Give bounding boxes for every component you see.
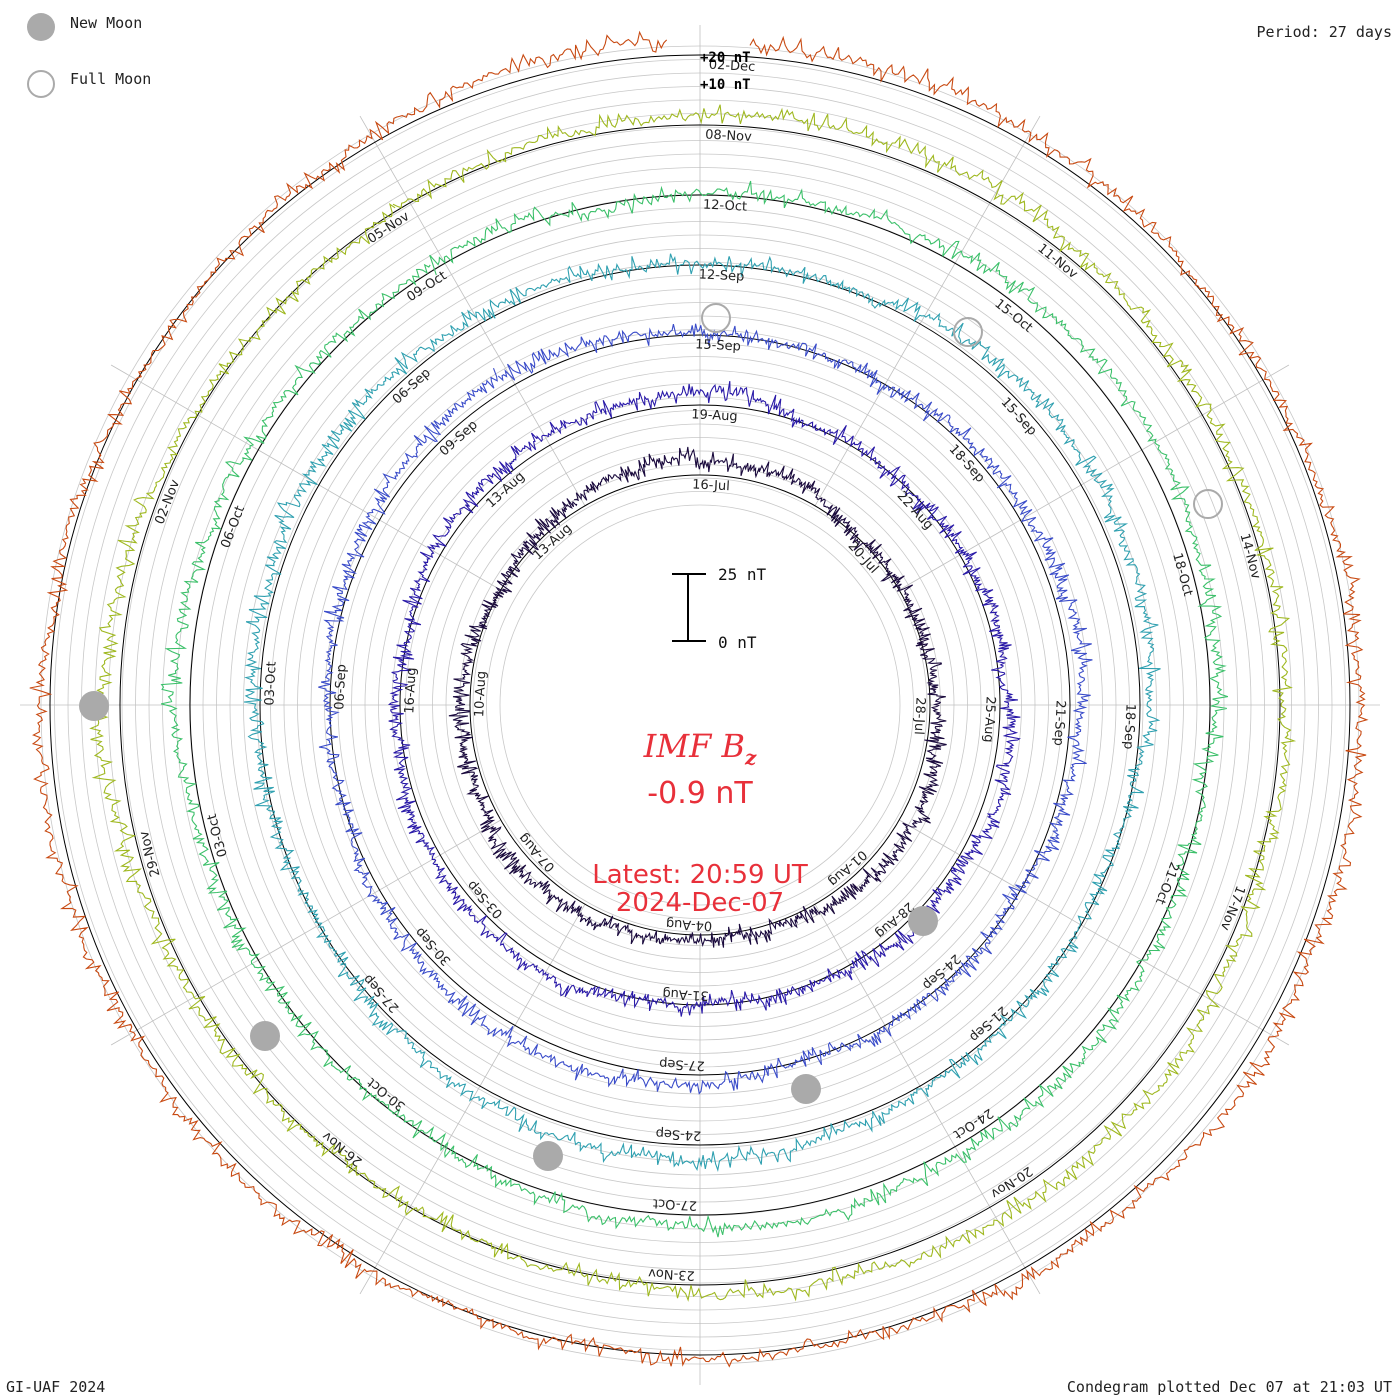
chart-title-sub: z [744,745,757,770]
new-moon-marker-icon [79,691,109,721]
new-moon-marker-icon [791,1074,821,1104]
date-label: 27-Oct [653,1195,698,1212]
scale-bar-bottom-label: 0 nT [718,633,757,652]
grid-ring [486,491,914,919]
series-baseline [49,54,1351,1356]
scale-bar-top-label: 25 nT [718,565,767,584]
date-label: 03-Oct [205,812,231,858]
grid-ring [499,504,901,906]
grid-spoke [110,819,502,1046]
current-value: -0.9 nT [647,776,753,811]
date-label: 18-Oct [1169,551,1195,597]
moon-marker-layer [79,303,1223,1171]
new-moon-marker-icon [533,1141,563,1171]
grid-spoke [898,819,1290,1046]
series-line-2 [387,381,1021,1017]
series-line-5 [160,180,1229,1238]
series-layer [29,30,1369,1368]
date-label: 20-Jul [845,539,881,577]
new-moon-swatch-icon [27,13,55,41]
offset-label-20: +20 nT [700,50,751,66]
date-label: 19-Aug [691,407,738,424]
date-label: 06-Sep [332,664,349,710]
date-label: 10-Aug [472,671,489,718]
date-label: 05-Nov [365,209,412,247]
date-label: 27-Sep [659,1055,705,1072]
date-label: 31-Aug [662,985,709,1002]
series-line-4 [243,253,1161,1172]
full-moon-swatch-icon [27,70,55,98]
date-label: 02-Dec [708,58,755,75]
date-label: 16-Jul [692,477,730,494]
date-label: 03-Oct [262,661,279,706]
date-label: 06-Oct [218,504,248,551]
latest-date: 2024-Dec-07 [615,888,785,918]
chart-title: IMF Bz [0,727,1400,769]
grid-spoke [359,115,586,507]
date-label: 21-Sep [1050,700,1067,746]
grid-spoke [814,903,1041,1295]
grid-spoke [110,364,502,591]
full-moon-marker-icon [1193,489,1223,519]
date-label: 25-Aug [980,696,997,743]
grid-layer [20,25,1380,1385]
chart-title-main: IMF B [643,727,745,765]
plotted-label: Condegram plotted Dec 07 at 21:03 UT [1066,1378,1392,1396]
series-baseline [119,124,1281,1286]
series-line-1 [448,446,947,948]
full-moon-marker-icon [701,303,731,333]
legend-full-moon-label: Full Moon [70,70,152,88]
new-moon-marker-icon [250,1021,280,1051]
legend-new-moon-label: New Moon [70,14,143,32]
series-line-6 [89,104,1297,1302]
date-label: 12-Sep [698,267,744,284]
latest-time: Latest: 20:59 UT [592,860,808,890]
series-line-7 [29,30,1369,1368]
date-label: 23-Nov [648,1265,696,1282]
credit-label: GI-UAF 2024 [6,1378,106,1396]
date-label: 24-Sep [655,1125,701,1142]
full-moon-marker-icon [953,317,983,347]
date-label: 18-Sep [1120,703,1137,749]
date-label: 12-Oct [703,197,748,214]
scale-bar: 25 nT 0 nT [672,565,767,652]
series-baseline [189,194,1211,1216]
date-label: 14-Nov [1236,532,1263,581]
grid-ring [472,477,928,933]
date-label: 16-Aug [402,667,419,714]
period-label: Period: 27 days [1256,23,1392,41]
series-baseline [329,334,1071,1076]
date-label: 20-Nov [987,1163,1034,1201]
offset-label-10: +10 nT [700,77,751,93]
date-label: 08-Nov [705,128,753,145]
offset-label-layer: +20 nT +10 nT [700,50,751,93]
series-line-3 [318,323,1093,1095]
date-label: 28-Jul [911,697,928,735]
date-label: 15-Sep [695,337,741,354]
date-label: 04-Aug [666,916,713,933]
new-moon-marker-icon [908,906,938,936]
